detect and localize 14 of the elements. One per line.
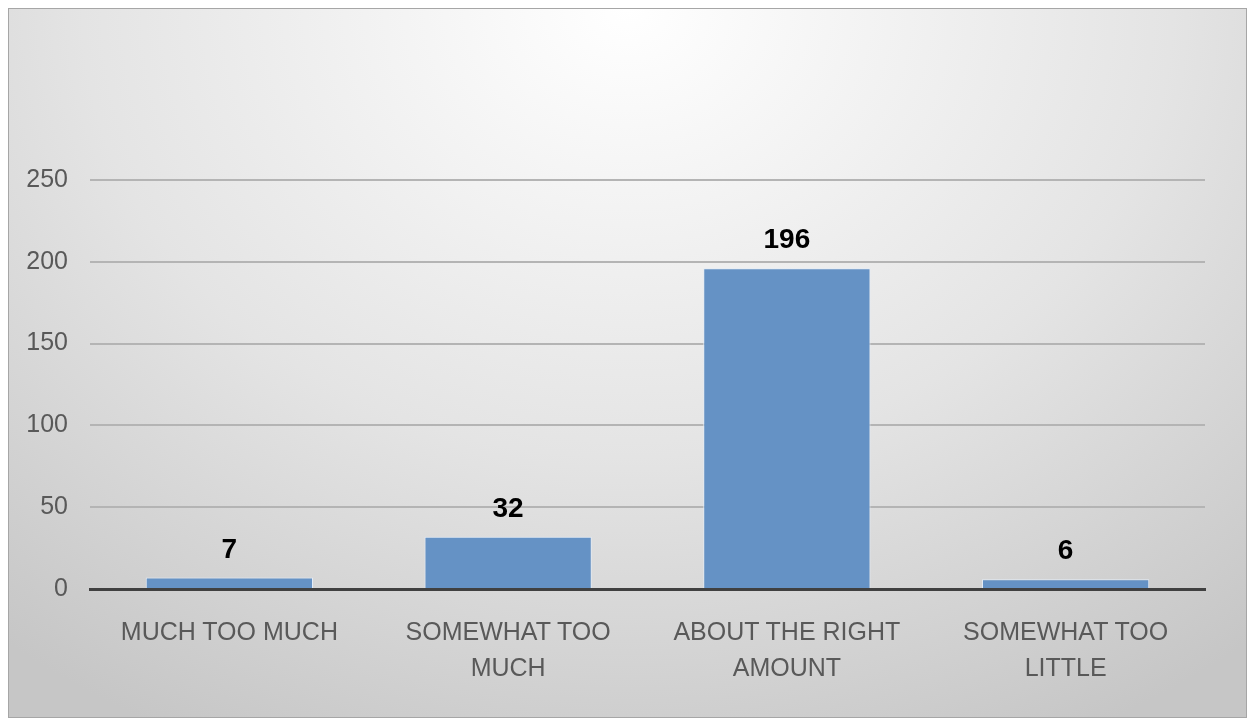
data-label: 196 [763, 223, 811, 255]
data-label: 32 [492, 491, 524, 523]
x-tick-label: SOMEWHAT TOO MUCH [405, 617, 611, 682]
y-tick-label: 100 [26, 409, 68, 438]
y-tick-label: 150 [26, 327, 68, 356]
x-tick-label: ABOUT THE RIGHT AMOUNT [673, 617, 901, 682]
x-tick-label: SOMEWHAT TOO LITTLE [963, 617, 1169, 682]
x-tick-label: MUCH TOO MUCH [120, 617, 338, 646]
y-tick-label: 250 [26, 163, 68, 192]
data-label: 7 [221, 532, 238, 564]
data-label: 6 [1057, 534, 1074, 566]
y-tick-label: 50 [40, 491, 68, 520]
y-tick-label: 200 [26, 245, 68, 274]
y-tick-label: 0 [54, 572, 68, 601]
